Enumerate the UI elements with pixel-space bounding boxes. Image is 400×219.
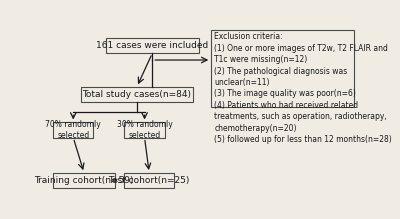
FancyBboxPatch shape <box>53 173 115 188</box>
Text: 161 cases were included: 161 cases were included <box>96 41 208 50</box>
Text: Total study cases(n=84): Total study cases(n=84) <box>82 90 191 99</box>
Text: 70% randomly
selected: 70% randomly selected <box>45 120 101 140</box>
Text: Exclusion criteria:
(1) One or more images of T2w, T2 FLAIR and
T1c were missing: Exclusion criteria: (1) One or more imag… <box>214 32 392 144</box>
FancyBboxPatch shape <box>124 173 174 188</box>
FancyBboxPatch shape <box>81 87 193 102</box>
Text: Test cohort(n=25): Test cohort(n=25) <box>108 176 190 185</box>
FancyBboxPatch shape <box>211 30 354 107</box>
FancyBboxPatch shape <box>106 38 199 53</box>
FancyBboxPatch shape <box>53 122 94 138</box>
FancyBboxPatch shape <box>124 122 165 138</box>
Text: Training cohort(n=59): Training cohort(n=59) <box>34 176 134 185</box>
Text: 30% randomly
selected: 30% randomly selected <box>117 120 172 140</box>
